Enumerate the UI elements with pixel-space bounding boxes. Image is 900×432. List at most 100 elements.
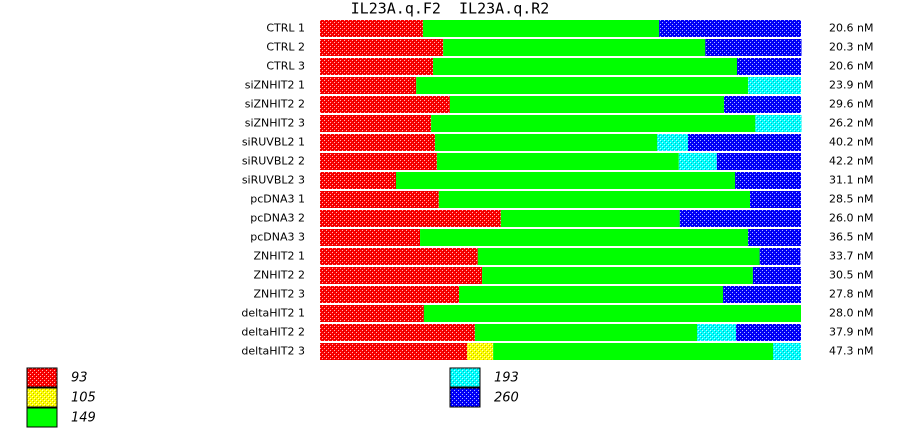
legend-label: 149 — [71, 411, 96, 426]
bar-segment — [320, 191, 439, 208]
legend-swatch — [26, 407, 58, 428]
row-label: CTRL 3 — [266, 60, 305, 73]
bar-segment — [320, 305, 424, 322]
row-label: siZNHIT2 2 — [245, 98, 305, 111]
row-label: siRUVBL2 1 — [242, 136, 305, 149]
bar-segment — [659, 20, 801, 37]
row-label: ZNHIT2 2 — [254, 269, 306, 282]
concentration-label: 33.7 nM — [829, 250, 873, 263]
bar-segment — [477, 248, 760, 265]
row-label: ZNHIT2 1 — [254, 250, 306, 263]
bar-segment — [320, 20, 423, 37]
concentration-label: 47.3 nM — [829, 345, 873, 358]
bar-segment — [395, 172, 736, 189]
bar-segment — [657, 134, 688, 151]
concentration-label: 26.2 nM — [829, 117, 873, 130]
bar-segment — [320, 39, 444, 56]
bar-segment — [422, 20, 660, 37]
bar-segment — [320, 229, 421, 246]
legend-swatch — [26, 387, 58, 408]
bar-segment — [320, 210, 501, 227]
bar-segment — [320, 343, 468, 360]
concentration-label: 36.5 nM — [829, 231, 873, 244]
row-label: pcDNA3 2 — [250, 212, 305, 225]
bar-segment — [320, 134, 435, 151]
bar-segment — [320, 267, 483, 284]
concentration-label: 28.5 nM — [829, 193, 873, 206]
legend-label: 93 — [71, 371, 88, 386]
bar-segment — [467, 343, 494, 360]
concentration-label: 28.0 nM — [829, 307, 873, 320]
bar-segment — [748, 77, 801, 94]
bar-segment — [459, 286, 724, 303]
concentration-label: 20.3 nM — [829, 41, 873, 54]
bar-segment — [735, 172, 801, 189]
bar-segment — [320, 77, 417, 94]
bar-segment — [737, 58, 801, 75]
bar-segment — [320, 286, 460, 303]
concentration-label: 29.6 nM — [829, 98, 873, 111]
bar-segment — [420, 229, 749, 246]
legend-swatch — [449, 387, 481, 408]
row-label: deltaHIT2 3 — [241, 345, 305, 358]
chart-title: IL23A.q.F2 IL23A.q.R2 — [351, 0, 550, 18]
row-label: siRUVBL2 3 — [242, 174, 305, 187]
bar-segment — [443, 39, 706, 56]
bar-segment — [748, 229, 801, 246]
bar-segment — [474, 324, 698, 341]
legend-label: 193 — [494, 371, 519, 386]
bar-segment — [723, 286, 801, 303]
bar-segment — [500, 210, 680, 227]
bar-segment — [482, 267, 753, 284]
row-label: siZNHIT2 1 — [245, 79, 305, 92]
concentration-label: 31.1 nM — [829, 174, 873, 187]
bar-segment — [736, 324, 801, 341]
row-label: siZNHIT2 3 — [245, 117, 305, 130]
row-label: deltaHIT2 2 — [241, 326, 305, 339]
bar-segment — [320, 172, 396, 189]
concentration-label: 40.2 nM — [829, 136, 873, 149]
bar-segment — [752, 267, 801, 284]
bar-segment — [705, 39, 802, 56]
bar-segment — [320, 248, 478, 265]
bar-segment — [434, 134, 658, 151]
bar-segment — [755, 115, 802, 132]
concentration-label: 37.9 nM — [829, 326, 873, 339]
row-label: pcDNA3 3 — [250, 231, 305, 244]
bar-segment — [438, 191, 751, 208]
bar-segment — [750, 191, 801, 208]
concentration-label: 30.5 nM — [829, 269, 873, 282]
bar-segment — [320, 96, 450, 113]
bar-segment — [320, 115, 432, 132]
bar-segment — [423, 305, 801, 322]
legend-swatch — [449, 367, 481, 388]
bar-segment — [431, 115, 756, 132]
bar-segment — [416, 77, 749, 94]
bar-segment — [320, 58, 434, 75]
bar-segment — [320, 324, 475, 341]
concentration-label: 20.6 nM — [829, 22, 873, 35]
bar-segment — [678, 153, 717, 170]
bar-segment — [433, 58, 738, 75]
concentration-label: 26.0 nM — [829, 212, 873, 225]
legend-label: 105 — [71, 391, 96, 406]
concentration-label: 42.2 nM — [829, 155, 873, 168]
row-label: pcDNA3 1 — [250, 193, 305, 206]
bar-segment — [716, 153, 801, 170]
bar-segment — [697, 324, 737, 341]
bar-segment — [724, 96, 801, 113]
bar-segment — [759, 248, 801, 265]
bar-segment — [449, 96, 725, 113]
legend-swatch — [26, 367, 58, 388]
bar-segment — [687, 134, 801, 151]
bar-segment — [436, 153, 679, 170]
row-label: CTRL 1 — [266, 22, 305, 35]
concentration-label: 20.6 nM — [829, 60, 873, 73]
bar-segment — [493, 343, 774, 360]
concentration-label: 27.8 nM — [829, 288, 873, 301]
concentration-label: 23.9 nM — [829, 79, 873, 92]
bar-segment — [320, 153, 437, 170]
row-label: ZNHIT2 3 — [254, 288, 306, 301]
